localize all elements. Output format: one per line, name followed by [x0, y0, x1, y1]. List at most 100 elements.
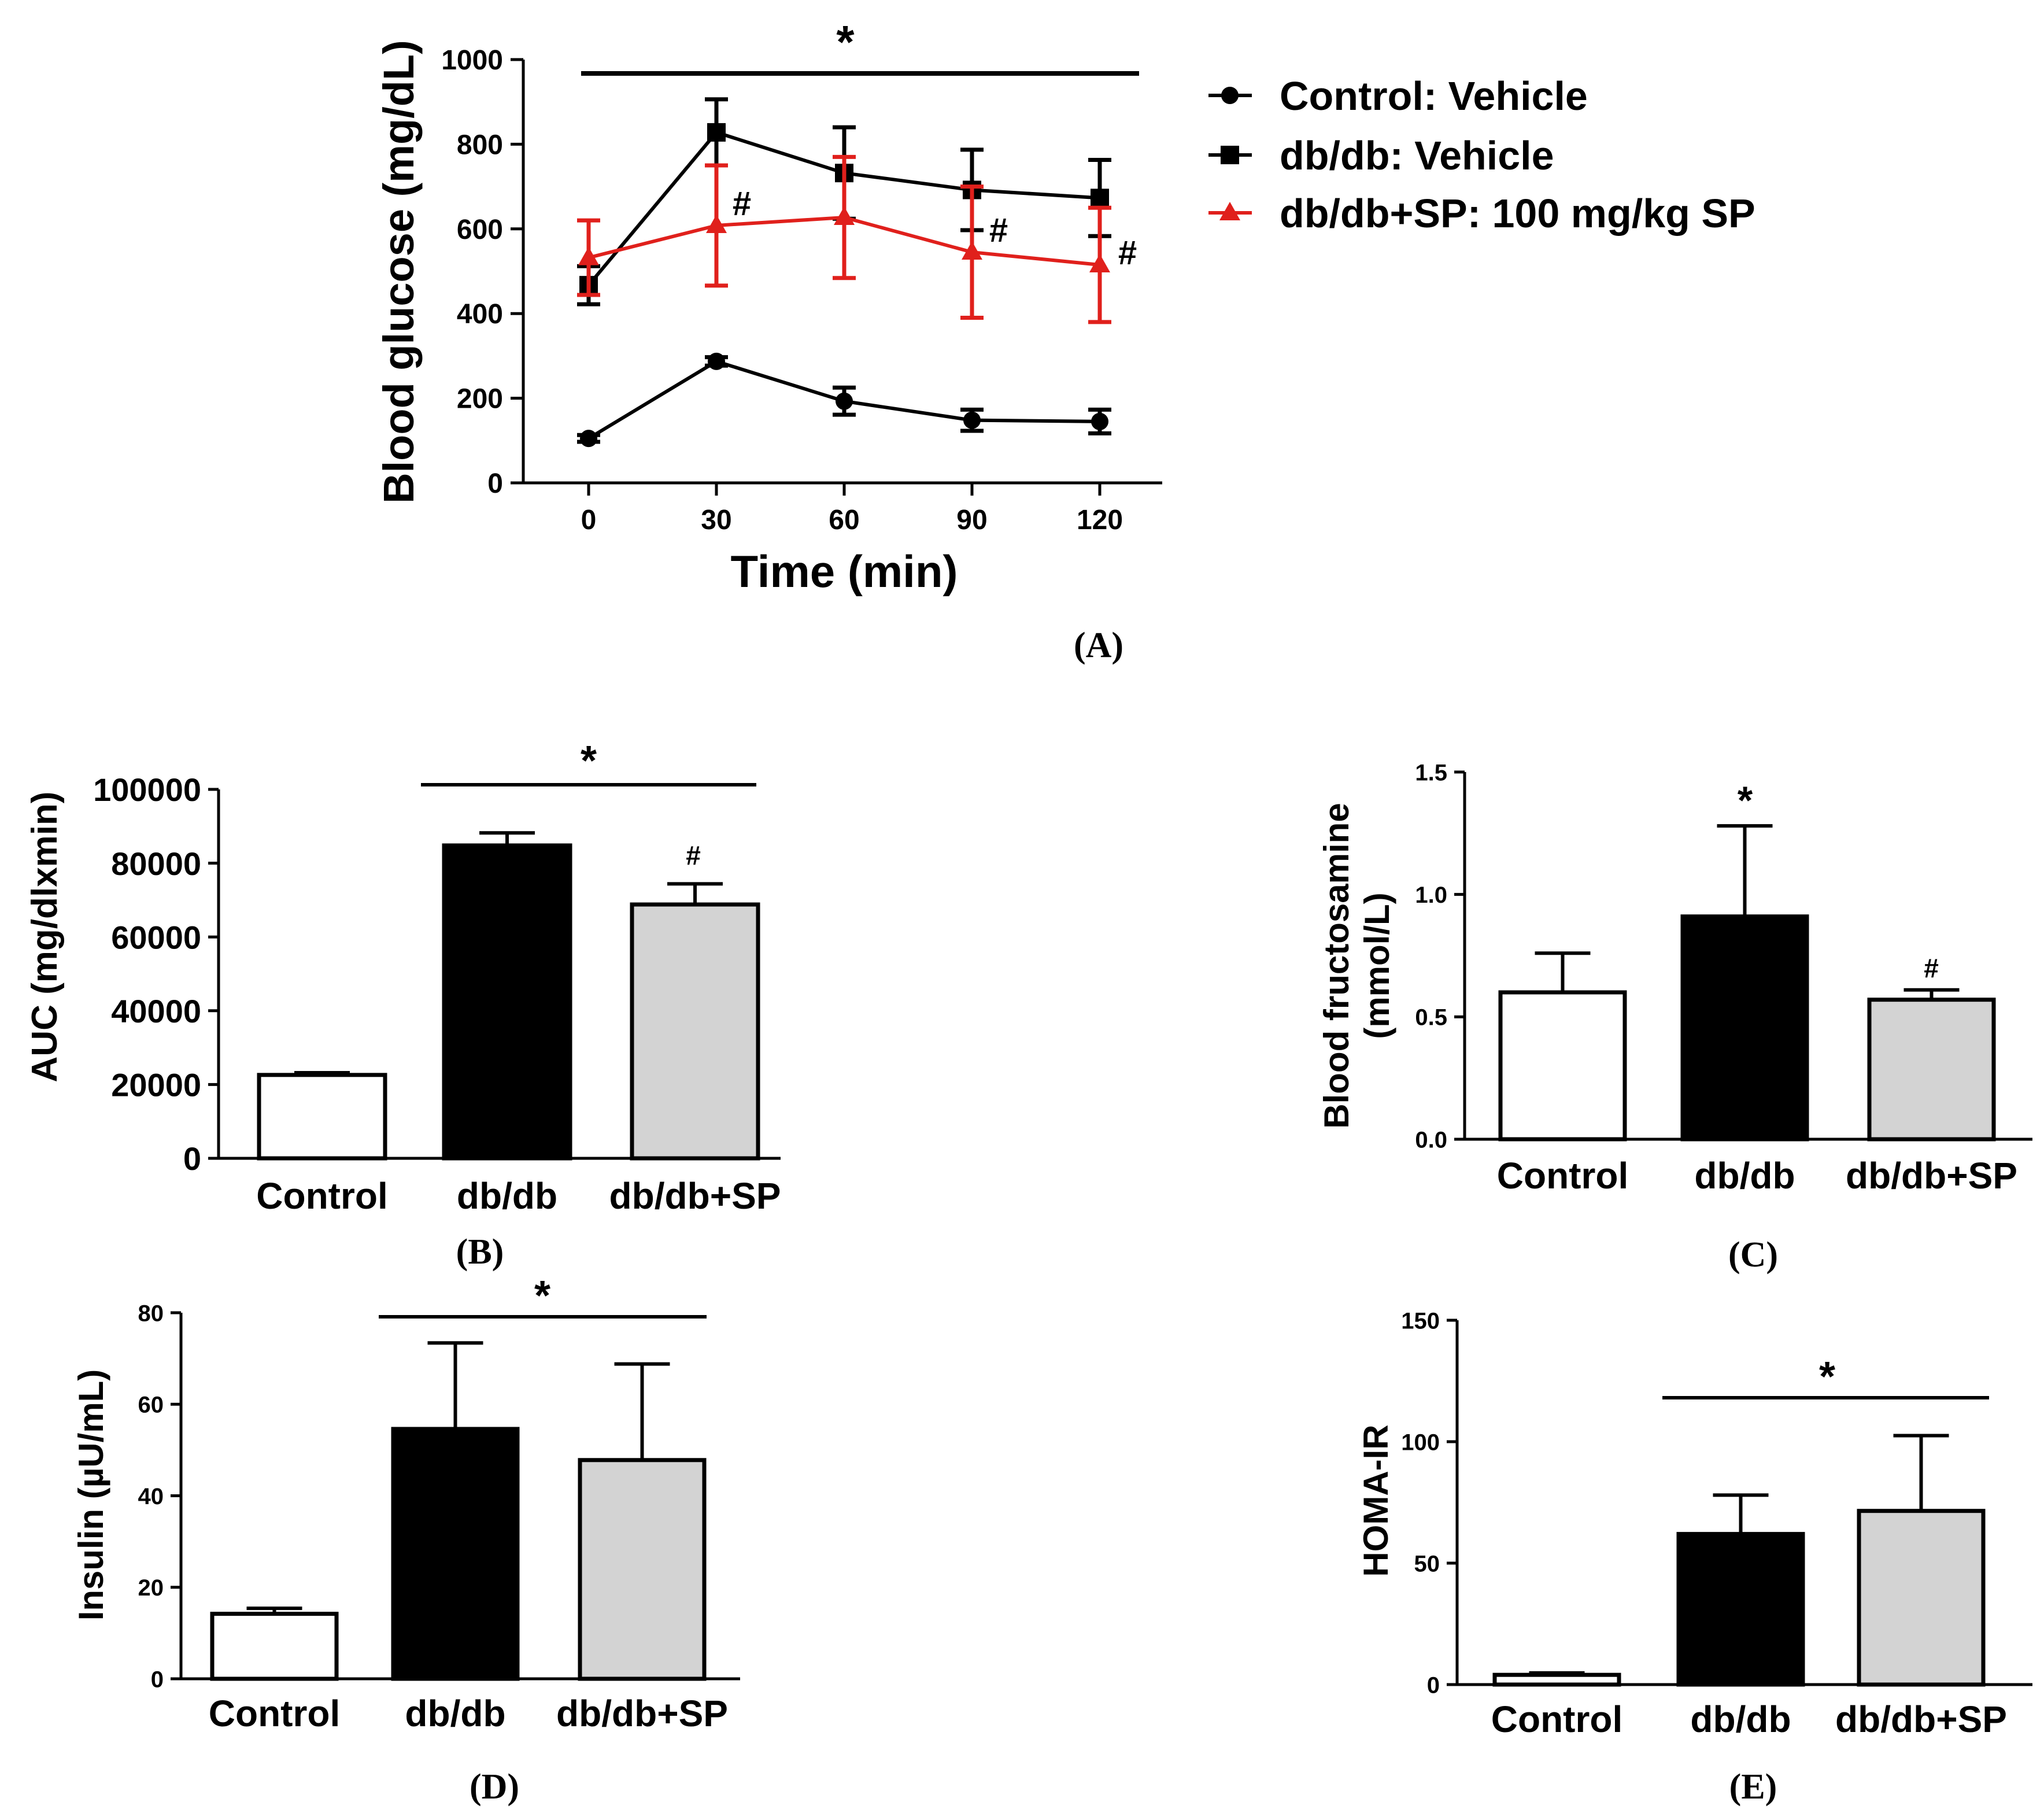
panel-label: (E): [1729, 1767, 1777, 1807]
significance-hash: #: [1924, 953, 1939, 983]
significance-hash: #: [989, 212, 1008, 249]
panel-d-bar-chart: Control db/db db/db+SP 0 20 40 60 80 Insulin (µU…: [72, 1273, 740, 1807]
y-tick-label: 200: [457, 384, 503, 415]
y-tick-label: 400: [457, 299, 503, 330]
category-label: Control: [256, 1175, 388, 1217]
y-axis-title: Blood glucose (mg/dL): [375, 40, 423, 504]
legend-label: db/db+SP: 100 mg/kg SP: [1280, 191, 1755, 236]
panel-label: (D): [470, 1767, 519, 1807]
y-tick-label: 1000: [441, 45, 503, 76]
x-tick-label: 120: [1077, 505, 1123, 536]
data-point: [834, 206, 855, 226]
legend-label: db/db: Vehicle: [1280, 133, 1554, 178]
x-tick-label: 60: [829, 505, 859, 536]
y-tick-label: 20: [138, 1575, 164, 1601]
category-label: db/db: [1694, 1155, 1795, 1196]
significance-asterisk: *: [581, 738, 597, 784]
bar-db-db-sp: [1867, 998, 1996, 1142]
category-label: Control: [1491, 1698, 1623, 1740]
series-1: [577, 352, 1111, 448]
y-tick-label: 0: [151, 1667, 164, 1692]
bar-db-db-sp: [578, 1458, 707, 1681]
data-point: [1089, 254, 1110, 273]
y-tick-label: 1.0: [1415, 882, 1447, 908]
significance-asterisk: *: [1738, 778, 1753, 822]
category-label: db/db: [1690, 1698, 1791, 1740]
series-3: [577, 154, 1111, 324]
legend-marker: [1221, 87, 1239, 104]
category-label: db/db: [405, 1693, 505, 1734]
y-tick-label: 0: [183, 1140, 201, 1177]
y-tick-label: 0.0: [1415, 1127, 1447, 1153]
significance-asterisk: *: [534, 1273, 550, 1319]
panel-a-line-chart: 0 200 400 600 800 1000 0 30 60 90 120 Time (min) Blo…: [375, 16, 1755, 665]
y-tick-label: 100: [1401, 1430, 1440, 1455]
data-point: [707, 123, 726, 142]
y-axis-title: AUC (mg/dlxmin): [25, 792, 65, 1083]
x-tick-label: 30: [701, 505, 731, 536]
x-tick-label: 0: [581, 505, 597, 536]
category-label: db/db+SP: [1846, 1155, 2017, 1196]
bar-db-db-sp: [1857, 1509, 1986, 1687]
data-point: [1091, 412, 1108, 430]
panel-e-bar-chart: Control db/db db/db+SP 0 50 100 150 HOMA-IR * (E): [1356, 1308, 2032, 1807]
data-point: [578, 246, 599, 265]
bar-control: [1498, 990, 1627, 1142]
significance-asterisk: *: [836, 16, 855, 68]
data-point: [706, 214, 727, 233]
y-tick-label: 0: [1427, 1672, 1440, 1698]
panel-label: (C): [1728, 1235, 1778, 1275]
data-point: [963, 411, 981, 429]
y-tick-label: 20000: [111, 1067, 201, 1103]
y-tick-label: 150: [1401, 1308, 1440, 1334]
bar-control: [257, 1073, 387, 1161]
data-point: [1091, 189, 1109, 208]
y-tick-label: 600: [457, 215, 503, 245]
legend: Control: Vehicle db/db: Vehicle db/db+SP: …: [1208, 73, 1755, 236]
panel-c-bar-chart: Control db/db db/db+SP 0.0 0.5 1.0 1.5 Blood fr…: [1317, 760, 2032, 1275]
legend-label: Control: Vehicle: [1280, 73, 1588, 119]
bar-control: [210, 1612, 339, 1681]
significance-hash: #: [686, 840, 701, 870]
bar-db-db: [1680, 914, 1809, 1142]
data-point: [580, 430, 597, 448]
category-label: Control: [209, 1693, 341, 1734]
category-label: Control: [1497, 1155, 1629, 1196]
y-tick-label: 40: [138, 1484, 164, 1509]
data-point: [708, 352, 725, 370]
y-tick-label: 80: [138, 1301, 164, 1326]
y-axis-title-unit: (mmol/L): [1358, 892, 1396, 1039]
category-label: db/db+SP: [1835, 1698, 2007, 1740]
bar-control: [1492, 1672, 1621, 1687]
category-label: db/db+SP: [556, 1693, 728, 1734]
x-tick-label: 90: [956, 505, 987, 536]
y-tick-label: 50: [1414, 1551, 1440, 1576]
bar-db-db: [442, 843, 572, 1161]
data-point: [836, 392, 853, 410]
significance-hash: #: [1118, 234, 1137, 272]
y-tick-label: 0: [487, 468, 503, 499]
legend-marker: [1221, 146, 1239, 164]
panel-label: (A): [1074, 626, 1123, 665]
y-tick-label: 60000: [111, 919, 201, 955]
significance-asterisk: *: [1819, 1354, 1835, 1400]
panel-b-bar-chart: Control db/db db/db+SP 0 20000 40000 60000 8000…: [25, 738, 781, 1272]
data-point: [962, 241, 982, 260]
category-label: db/db: [457, 1175, 557, 1217]
y-tick-label: 80000: [111, 845, 201, 882]
y-tick-label: 100000: [93, 771, 201, 808]
y-axis-title: Blood fructosamine: [1317, 803, 1356, 1128]
y-tick-label: 40000: [111, 993, 201, 1029]
y-tick-label: 1.5: [1415, 760, 1447, 785]
y-axis-title: Insulin (µU/mL): [72, 1369, 110, 1621]
y-tick-label: 800: [457, 130, 503, 160]
legend-marker: [1219, 202, 1240, 220]
x-axis-title: Time (min): [731, 546, 958, 597]
category-label: db/db+SP: [609, 1175, 781, 1217]
significance-hash: #: [733, 185, 751, 223]
bar-db-db: [391, 1427, 520, 1681]
bar-db-db: [1676, 1532, 1805, 1687]
y-tick-label: 0.5: [1415, 1005, 1447, 1031]
bar-db-db-sp: [630, 902, 760, 1161]
